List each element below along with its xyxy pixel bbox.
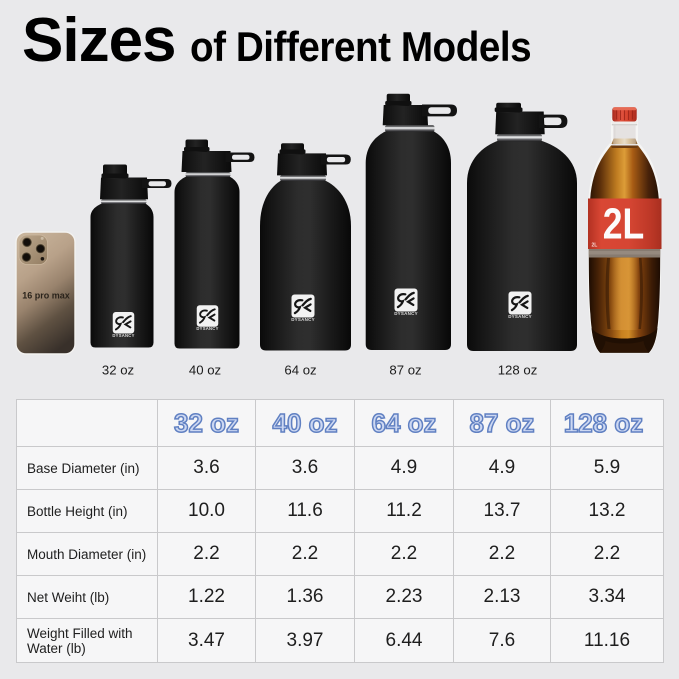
- svg-text:DYSANCY: DYSANCY: [394, 311, 418, 316]
- svg-text:2L: 2L: [592, 243, 598, 249]
- svg-text:DYSANCY: DYSANCY: [112, 333, 134, 338]
- svg-text:DYSANCY: DYSANCY: [291, 317, 315, 322]
- svg-text:87 oz: 87 oz: [389, 363, 421, 378]
- svg-text:128 oz: 128 oz: [498, 363, 538, 378]
- svg-text:64 oz: 64 oz: [284, 363, 316, 378]
- svg-text:2L: 2L: [603, 200, 645, 249]
- svg-text:DYSANCY: DYSANCY: [508, 314, 532, 319]
- svg-text:16 pro max: 16 pro max: [22, 291, 70, 301]
- svg-text:32 oz: 32 oz: [102, 363, 134, 378]
- svg-text:40 oz: 40 oz: [189, 363, 221, 378]
- svg-text:DYSANCY: DYSANCY: [196, 326, 218, 331]
